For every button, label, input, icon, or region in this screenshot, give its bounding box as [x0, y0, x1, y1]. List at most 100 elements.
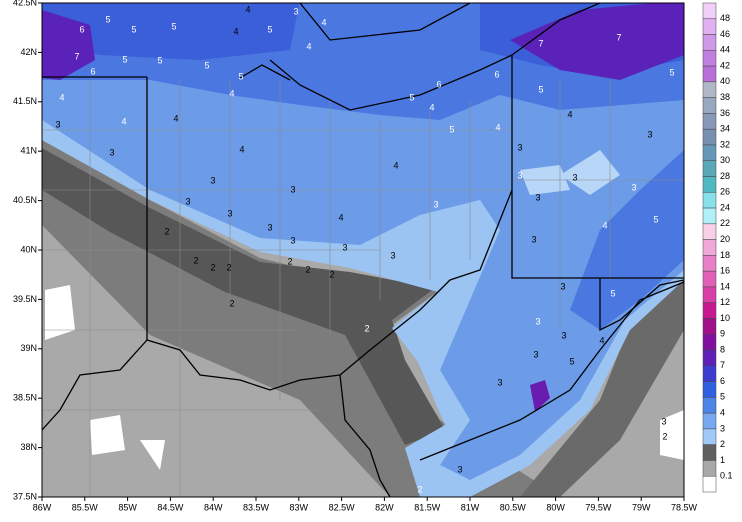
lon-label: 81.5W	[414, 502, 441, 512]
contour-label: 4	[121, 116, 126, 126]
colorbar-swatch	[702, 113, 717, 130]
contour-label: 5	[131, 24, 136, 34]
contour-label: 3	[661, 416, 666, 426]
colorbar-swatch	[702, 334, 717, 351]
map-field	[42, 3, 684, 497]
contour-label: 3	[572, 172, 577, 182]
colorbar-label: 2	[720, 439, 725, 449]
contour-label: 3	[267, 222, 272, 232]
colorbar-swatch	[702, 270, 717, 288]
field-7	[42, 3, 684, 80]
contour-label: 4	[321, 17, 326, 27]
contour-label: 4	[59, 92, 64, 102]
contour-label: 3	[290, 235, 295, 245]
contour-label: 3	[531, 234, 536, 244]
lat-label: 42.5N	[13, 0, 37, 7]
contour-label: 6	[436, 79, 441, 89]
colorbar-swatch	[702, 349, 717, 367]
contour-label: 3	[535, 316, 540, 326]
contour-label: 5	[105, 14, 110, 24]
colorbar-label: 22	[720, 218, 730, 228]
contour-label: 5	[409, 92, 414, 102]
colorbar-label: 8	[720, 344, 725, 354]
colorbar-swatch	[702, 381, 717, 398]
colorbar-label: 4	[720, 408, 725, 418]
contour-label: 3	[227, 208, 232, 218]
colorbar-label: 32	[720, 139, 730, 149]
contour-label: 4	[567, 109, 572, 119]
lon-label: 79W	[632, 502, 651, 512]
colorbar-swatch	[702, 255, 717, 272]
lon-label: 86W	[33, 502, 52, 512]
lon-label: 82.5W	[329, 502, 356, 512]
field-6	[42, 3, 684, 75]
contour-label: 5	[653, 214, 658, 224]
colorbar-swatch	[702, 460, 717, 477]
contour-label: 3	[293, 6, 298, 16]
colorbar-swatch	[702, 97, 717, 114]
labels: 86W 85.5W 85W 84.5W 84W 83.5W 83W 82.5W 82W 81.5W…	[13, 0, 733, 512]
contour-label: 4	[602, 220, 607, 230]
colorbar-label: 38	[720, 92, 730, 102]
contour-label: 4	[429, 102, 434, 112]
colorbar-label: 20	[720, 234, 730, 244]
lon-label: 78.5W	[671, 502, 698, 512]
colorbar-label: 5	[720, 392, 725, 402]
lat-label: 41N	[20, 146, 37, 156]
colorbar-label: 0.1	[720, 471, 733, 481]
county-lines	[42, 80, 684, 497]
contour-label: 5	[449, 124, 454, 134]
colorbar-label: 10	[720, 313, 730, 323]
contour-label: 7	[616, 32, 621, 42]
colorbar-swatch	[702, 444, 717, 461]
lon-label: 83.5W	[243, 502, 270, 512]
colorbar-label: 44	[720, 45, 730, 55]
colorbar-swatch	[702, 192, 717, 209]
colorbar-label: 42	[720, 60, 730, 70]
lon-label: 79.5W	[585, 502, 612, 512]
contour-label: 5	[538, 84, 543, 94]
contour-label: 7	[538, 38, 543, 48]
colorbar-swatch	[702, 302, 717, 319]
contour-label: 4	[393, 160, 398, 170]
lon-label: 84.5W	[157, 502, 184, 512]
colorbar-swatch	[702, 239, 717, 256]
contour-label: 5	[171, 21, 176, 31]
colorbar-swatch	[702, 160, 717, 177]
contour-label: 2	[229, 298, 234, 308]
contour-label: 3	[55, 119, 60, 129]
field-2-east	[520, 280, 684, 497]
lat-label: 41.5N	[13, 96, 37, 106]
colorbar-swatch	[702, 318, 717, 335]
colorbar-swatch	[702, 2, 717, 20]
lat-label: 40.5N	[13, 195, 37, 205]
contour-label: 2	[193, 255, 198, 265]
contour-label: 2	[305, 264, 310, 274]
colorbar-label: 6	[720, 376, 725, 386]
contour-label: 6	[90, 66, 95, 76]
colorbar-label: 14	[720, 281, 730, 291]
lon-label: 82W	[375, 502, 394, 512]
lat-label: 40N	[20, 244, 37, 254]
contour-label: 3	[517, 170, 522, 180]
field-7-patch	[530, 380, 550, 412]
contour-label: 3	[517, 142, 522, 152]
colorbar-label: 26	[720, 187, 730, 197]
colorbar-swatch	[702, 50, 717, 67]
contour-label: 3	[433, 199, 438, 209]
colorbar-label: 12	[720, 297, 730, 307]
contour-label: 3	[533, 349, 538, 359]
colorbar-label: 16	[720, 266, 730, 276]
contour-label: 2	[210, 262, 215, 272]
contour-label: 6	[494, 69, 499, 79]
lon-label: 83W	[290, 502, 309, 512]
contour-label: 5	[238, 71, 243, 81]
contour-label: 2	[417, 484, 422, 494]
contour-label: 3	[647, 129, 652, 139]
colorbar-swatch	[702, 286, 717, 303]
colorbar-label: 40	[720, 76, 730, 86]
colorbar-swatch	[702, 223, 717, 240]
lat-label: 39.5N	[13, 294, 37, 304]
contour-label: 7	[74, 51, 79, 61]
